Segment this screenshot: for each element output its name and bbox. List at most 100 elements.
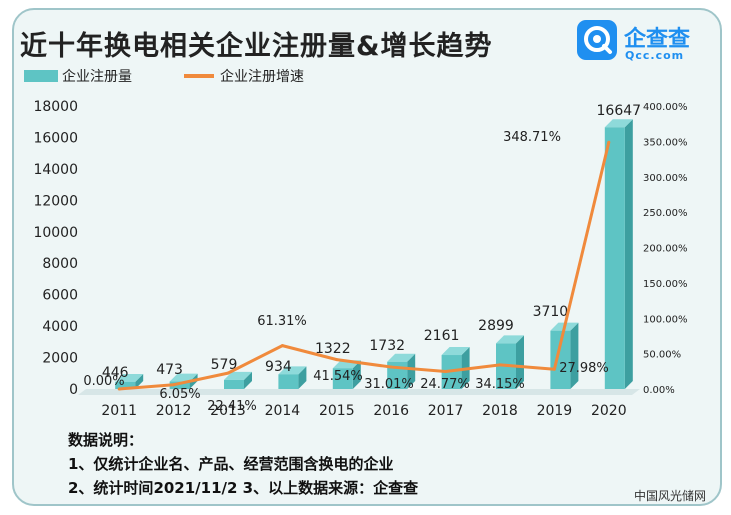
growth-point — [335, 358, 339, 362]
y-right-tick-label: 300.00% — [643, 173, 688, 184]
y-left-tick-label: 12000 — [33, 193, 78, 209]
growth-point — [389, 365, 393, 369]
y-left-tick-label: 8000 — [42, 256, 78, 272]
bar — [332, 368, 353, 389]
bar-side — [624, 119, 633, 390]
bar-value-label: 579 — [211, 357, 238, 373]
growth-value-label: 31.01% — [364, 377, 414, 392]
bar-value-label: 446 — [102, 365, 129, 381]
bar — [604, 127, 625, 390]
bar-value-label: 16647 — [597, 103, 642, 119]
bar — [169, 381, 190, 389]
bar-top — [224, 371, 252, 380]
legend-item-registrations: 企业注册量 — [24, 66, 132, 86]
bar — [550, 330, 571, 389]
legend-item-growth: 企业注册增速 — [184, 66, 304, 86]
y-right-tick-label: 100.00% — [643, 314, 688, 325]
x-tick-label: 2019 — [537, 403, 573, 419]
qcc-logo-domain: Qcc.com — [625, 49, 685, 62]
bar-side — [407, 353, 416, 389]
chart-title: 近十年换电相关企业注册量&增长趋势 — [20, 31, 493, 62]
growth-value-label: 27.98% — [559, 361, 609, 376]
x-tick-label: 2018 — [482, 403, 518, 419]
bar-value-label: 934 — [265, 359, 292, 375]
bar-side — [516, 335, 524, 389]
growth-value-label: 61.31% — [257, 314, 307, 329]
y-left-tick-label: 14000 — [33, 162, 78, 178]
notes-line-1: 1、仅统计企业名、产品、经营范围含换电的企业 — [68, 455, 394, 473]
bar-side — [244, 371, 252, 389]
bar-side — [570, 322, 579, 389]
chart-floor — [78, 389, 640, 395]
growth-point — [444, 369, 448, 373]
growth-value-label: 0.00% — [83, 374, 124, 389]
bar-side — [352, 360, 361, 389]
bar-side — [135, 373, 144, 389]
x-tick-label: 2016 — [373, 403, 409, 419]
bar — [278, 374, 299, 389]
x-tick-label: 2012 — [156, 403, 192, 419]
growth-value-label: 41.54% — [313, 369, 363, 384]
y-left-tick-label: 2000 — [42, 351, 78, 367]
qcc-logo: 企查查 Qcc.com — [577, 20, 697, 68]
growth-line — [119, 141, 611, 391]
x-tick-label: 2011 — [101, 403, 137, 419]
bar-top — [115, 373, 144, 382]
bar-top — [441, 347, 470, 356]
bar-top — [604, 119, 633, 128]
x-tick-label: 2014 — [265, 403, 301, 419]
bar-value-label: 473 — [156, 362, 183, 378]
y-left-tick-label: 4000 — [42, 319, 78, 335]
y-left-tick-label: 6000 — [42, 288, 78, 304]
growth-value-label: 348.71% — [503, 130, 561, 145]
growth-point — [226, 371, 230, 375]
legend-swatch-line — [184, 74, 214, 78]
growth-value-label: 22.41% — [207, 399, 257, 414]
bar-value-label: 3710 — [533, 304, 569, 320]
notes-heading: 数据说明： — [68, 431, 144, 449]
growth-value-label: 24.77% — [420, 377, 470, 392]
bar-top — [278, 366, 307, 375]
y-right-tick-label: 150.00% — [643, 279, 688, 290]
notes-line-2: 2、统计时间2021/11/2 3、以上数据来源：企查查 — [68, 479, 419, 497]
growth-point — [280, 344, 284, 348]
y-right-tick-label: 400.00% — [643, 102, 688, 113]
bar — [115, 381, 136, 389]
chart-card — [12, 8, 722, 506]
bar-value-label: 1322 — [315, 341, 351, 357]
qcc-logo-icon — [577, 20, 617, 60]
bar-top — [387, 353, 416, 362]
data-notes: 数据说明： 1、仅统计企业名、产品、经营范围含换电的企业 2、统计时间2021/… — [68, 428, 418, 500]
growth-point — [552, 367, 556, 371]
growth-point — [172, 383, 176, 387]
watermark: 中国风光储网 — [634, 489, 707, 503]
growth-point — [498, 363, 502, 367]
growth-point — [117, 387, 121, 391]
y-right-tick-label: 0.00% — [643, 385, 675, 396]
bar-value-label: 2899 — [478, 318, 514, 334]
legend-label-registrations: 企业注册量 — [62, 69, 132, 85]
bar-side — [298, 366, 307, 389]
growth-value-label: 6.05% — [159, 387, 200, 402]
legend-swatch-bar — [24, 70, 58, 82]
legend-label-growth: 企业注册增速 — [220, 69, 304, 85]
x-tick-label: 2013 — [210, 403, 246, 419]
bar-top — [169, 373, 198, 382]
y-right-tick-label: 50.00% — [643, 350, 681, 361]
x-tick-label: 2017 — [428, 403, 464, 419]
growth-value-label: 34.15% — [475, 377, 525, 392]
x-tick-label: 2015 — [319, 403, 355, 419]
qcc-logo-name: 企查查 — [624, 27, 691, 52]
bar-value-label: 1732 — [369, 338, 405, 354]
bar-value-label: 2161 — [424, 328, 460, 344]
y-left-tick-label: 16000 — [33, 130, 78, 146]
y-right-tick-label: 200.00% — [643, 244, 688, 255]
y-right-tick-label: 250.00% — [643, 208, 688, 219]
y-left-tick-label: 0 — [69, 382, 78, 398]
y-left-tick-label: 10000 — [33, 225, 78, 241]
bar-top — [496, 335, 524, 344]
growth-point — [607, 140, 611, 144]
bar — [224, 379, 244, 389]
y-left-tick-label: 18000 — [33, 99, 78, 115]
